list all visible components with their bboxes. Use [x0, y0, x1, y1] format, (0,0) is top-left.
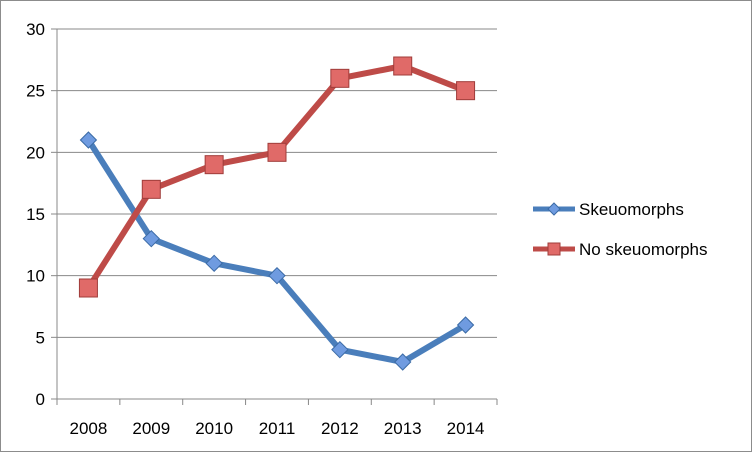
series-line-no-skeuomorphs [85, 63, 469, 291]
series-line-skeuomorphs [85, 137, 469, 365]
y-tick-label-10: 10 [26, 267, 45, 286]
y-tick-label-5: 5 [36, 328, 45, 347]
y-tick-label-15: 15 [26, 205, 45, 224]
marker-skeuomorphs-2008 [79, 131, 98, 149]
marker-no-skeuomorphs-2011 [267, 142, 287, 162]
x-tick-label-2008: 2008 [70, 419, 108, 438]
legend: Skeuomorphs No skeuomorphs [533, 200, 708, 259]
series-markers [78, 56, 476, 371]
marker-skeuomorphs-2009 [142, 229, 160, 248]
legend-label-no-skeuomorphs: No skeuomorphs [579, 240, 708, 259]
y-tick-label-0: 0 [36, 390, 45, 409]
x-tick-label-2009: 2009 [132, 419, 170, 438]
y-tick-label-30: 30 [26, 20, 45, 39]
legend-marker-skeuomorphs [547, 202, 561, 216]
x-tick-label-2013: 2013 [384, 419, 422, 438]
x-tick-label-2011: 2011 [259, 419, 296, 438]
marker-skeuomorphs-2011 [268, 266, 286, 285]
x-tick-label-2010: 2010 [195, 419, 233, 438]
marker-skeuomorphs-2012 [331, 340, 349, 359]
x-tick-label-2012: 2012 [321, 419, 359, 438]
x-axis-ticks: 2008 2009 2010 2011 2012 2013 2014 [56, 399, 498, 438]
marker-no-skeuomorphs-2008 [78, 278, 98, 298]
y-axis-ticks: 0 5 10 15 20 25 30 [26, 20, 57, 409]
marker-skeuomorphs-2013 [394, 353, 412, 371]
y-tick-label-20: 20 [26, 143, 45, 162]
x-tick-label-2014: 2014 [447, 419, 485, 438]
marker-no-skeuomorphs-2009 [141, 179, 161, 199]
legend-label-skeuomorphs: Skeuomorphs [579, 200, 684, 219]
gridlines [57, 28, 497, 338]
marker-no-skeuomorphs-2012 [330, 68, 350, 88]
legend-marker-no-skeuomorphs [547, 242, 561, 256]
marker-skeuomorphs-2010 [205, 254, 223, 273]
y-tick-label-25: 25 [26, 82, 45, 101]
marker-no-skeuomorphs-2010 [204, 155, 224, 175]
marker-skeuomorphs-2014 [456, 316, 475, 334]
marker-no-skeuomorphs-2013 [393, 56, 413, 76]
marker-no-skeuomorphs-2014 [456, 81, 476, 101]
